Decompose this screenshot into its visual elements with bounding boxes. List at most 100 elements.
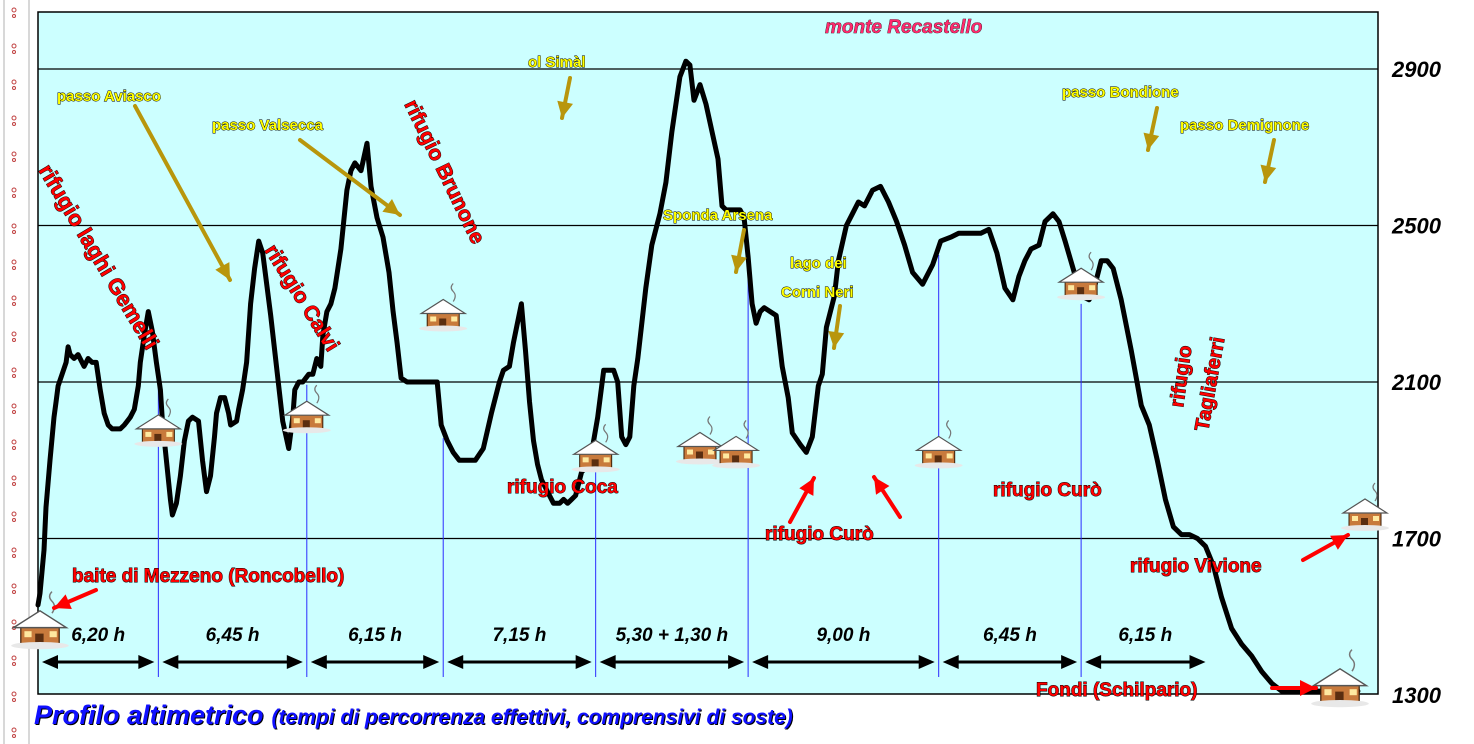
hut-snow [134,440,183,447]
segment-time-label: 6,15 h [348,625,402,646]
hut-roof [571,439,620,455]
border-ornament [11,367,17,373]
y-tick-label: 2900 [1391,57,1442,82]
hut-roof [419,298,468,315]
border-ornament [11,619,17,625]
y-tick-label: 1300 [1392,683,1442,708]
border-ornament [12,698,16,702]
hut-window [707,449,714,455]
arrow-rifugio-curo-left-head [799,478,814,496]
hut-window [24,631,32,638]
label-passo-demignone: passo Demignone [1180,117,1309,134]
border-ornament [11,727,17,733]
segment-arrowhead-left [599,655,616,669]
arrow-passo-aviasco-head [215,262,230,280]
border-ornament [12,50,16,54]
chart-caption: Profilo altimetrico (tempi di percorrenza… [34,700,793,731]
border-ornament [11,223,17,229]
hut-smoke [1348,649,1356,672]
hut-door [732,455,740,465]
arrow-rifugio-curo-right-head [874,477,890,495]
border-ornament [11,583,17,589]
hut-roof [914,435,963,452]
hut-snow [571,466,620,473]
border-ornament [12,662,16,666]
hut-icon [134,398,183,447]
hut-snow [282,427,331,434]
segment-arrowhead-right [286,655,303,669]
border-ornament [12,302,16,306]
hut-window [314,418,321,424]
segment-arrowhead-left [310,655,327,669]
segment-time-label: 5,30 + 1,30 h [616,625,729,646]
hut-window [166,431,173,437]
segment-arrowhead-left [42,655,58,669]
label-rifugio-vivione: rifugio Vivione [1130,556,1262,577]
segment-arrowhead-right [1061,655,1078,669]
hut-snow [11,642,69,650]
hut-roof [712,435,761,452]
border-ornament [11,475,17,481]
border-ornament [12,518,16,522]
segment-arrowhead-right [423,655,440,669]
border-ornament [11,43,17,49]
hut-door [302,420,310,430]
segment-time-label: 6,45 h [983,625,1037,646]
arrow-fondi-schilpario-head [1300,680,1316,696]
hut-window [430,316,437,322]
hut-snow [419,325,468,332]
border-ornament [12,230,16,234]
hut-snow [1341,525,1389,531]
border-ornament [11,655,17,661]
hut-roof [11,609,69,629]
label-rifugio-curo: rifugio Curò [993,480,1102,501]
hut-icon [712,420,761,469]
hut-icon [419,283,468,332]
hut-window [925,453,932,459]
arrow-sponda-arsena-head [731,254,747,272]
hut-smoke [165,398,171,418]
label-passo-valsecca: passo Valsecca [212,117,324,134]
hut-door [591,459,599,469]
border-ornament [11,115,17,121]
y-tick-label: 2100 [1391,370,1442,395]
border-ornament [12,194,16,198]
y-axis-ticks: 2900 2500 2100 1700 1300 [1391,57,1442,708]
segment-time-label: 6,20 h [71,625,125,646]
hut-window [1352,516,1358,521]
hut-snow [1311,700,1369,708]
label-fondi-schilpario: Fondi (Schilpario) [1036,680,1198,701]
hut-window [603,457,610,463]
hut-door [1335,691,1344,703]
hut-window [1324,689,1332,696]
segment-arrowhead-right [575,655,592,669]
arrow-passo-valsecca-head [382,199,400,215]
segment-arrowhead-right [918,655,935,669]
segment-arrowhead-left [942,655,959,669]
border-ornament [12,158,16,162]
hut-roof [1340,498,1390,514]
border-ornament [11,187,17,193]
hut-window [451,316,458,322]
segment-arrowhead-left [752,655,769,669]
arrow-passo-valsecca [298,138,402,217]
hut-window [145,431,152,437]
segment-time-label: 6,45 h [206,625,260,646]
border-ornament [12,338,16,342]
border-ornament [11,547,17,553]
hut-door [1077,287,1085,297]
hut-roof [1311,667,1369,687]
segment-arrowhead-left [1085,655,1102,669]
hut-icon [675,416,725,465]
hut-smoke [1372,482,1378,502]
label-monte-recastello: monte Recastello [825,17,982,38]
hut-roof [1057,267,1106,283]
caption-subtitle: (tempi di percorrenza effettivi, compren… [271,706,793,729]
hut-icon [914,420,963,469]
label-lago-dei: lago dei [790,255,847,272]
hut-icon [1057,251,1106,301]
hut-window [1089,285,1096,291]
hut-door [154,433,162,443]
huts [11,251,1390,708]
